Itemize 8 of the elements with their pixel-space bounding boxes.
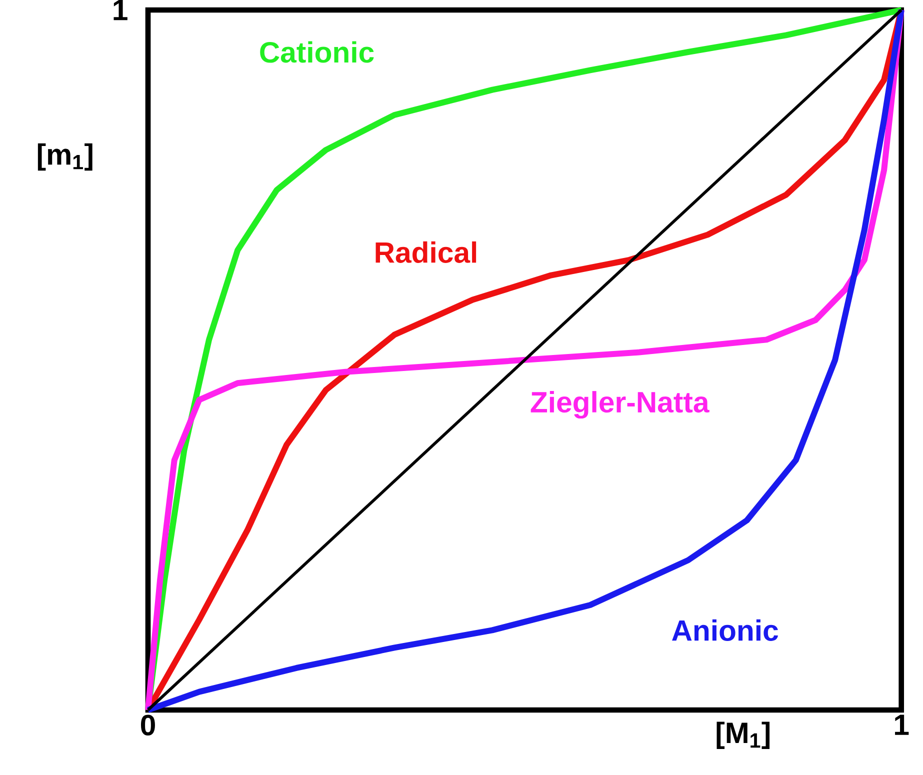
x-tick-label: 0 bbox=[140, 714, 155, 736]
series-label: Radical bbox=[376, 241, 476, 263]
x-axis-title: [M$_{1}$] bbox=[716, 722, 770, 750]
series-label: Ziegler-Natta bbox=[530, 391, 710, 419]
text: 1 bbox=[114, 0, 128, 20]
y-axis-title: [m$_{1}$] bbox=[38, 143, 92, 171]
series-label: Anionic bbox=[672, 619, 778, 641]
series-label: Cationic bbox=[260, 41, 374, 63]
